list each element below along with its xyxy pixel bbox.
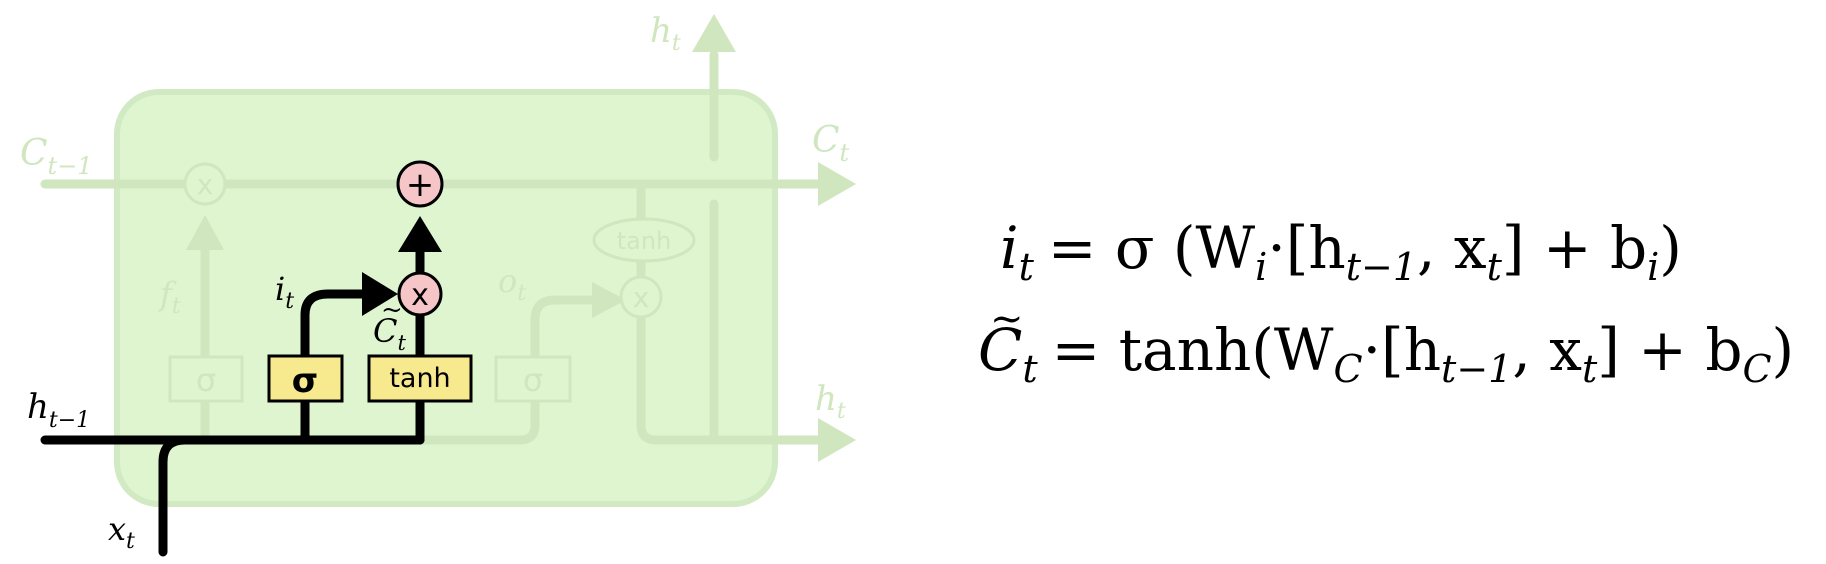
label-c-tilde: Ct ~ bbox=[373, 295, 406, 355]
input-mult-text: x bbox=[411, 278, 429, 313]
active-paths bbox=[40, 240, 425, 557]
input-sigma-box bbox=[267, 354, 344, 403]
tanh-layer-box bbox=[367, 354, 473, 403]
output-sigma-box bbox=[494, 355, 572, 403]
faded-paths bbox=[40, 50, 825, 445]
forget-sigma-box bbox=[168, 355, 244, 403]
active-arrowheads bbox=[362, 216, 442, 316]
label-h-top: ht bbox=[650, 11, 681, 56]
label-o-t: ot bbox=[498, 262, 526, 306]
forget-mult-text: x bbox=[197, 168, 214, 201]
label-c-prev: Ct−1 bbox=[20, 133, 93, 180]
svg-text:Ct: Ct bbox=[373, 312, 406, 355]
active-ops: + x bbox=[396, 160, 444, 317]
label-h-prev: ht−1 bbox=[27, 387, 90, 433]
equation-candidate-accent: ~ bbox=[990, 296, 1024, 342]
active-labels: ht−1 xt it Ct ~ bbox=[27, 270, 406, 554]
add-op-text: + bbox=[406, 165, 435, 205]
active-gates: σ tanh bbox=[267, 354, 473, 403]
label-x-t: xt bbox=[108, 510, 135, 554]
label-h-right: ht bbox=[815, 379, 846, 424]
faded-arrowheads bbox=[186, 14, 856, 462]
output-mult-op bbox=[619, 275, 663, 319]
faded-ops: x x bbox=[183, 162, 663, 319]
forget-mult-op bbox=[183, 162, 227, 206]
equations: it = σ (Wi·[ht−1, xt] + bi) Ct = tanh(WC·[… bbox=[978, 214, 1794, 391]
tanh-oval-text: tanh bbox=[617, 227, 672, 255]
equation-input-gate: it = σ (Wi·[ht−1, xt] + bi) bbox=[1000, 214, 1682, 289]
label-c-t: Ct bbox=[812, 120, 850, 167]
output-mult-text: x bbox=[633, 281, 650, 314]
input-sigma-text: σ bbox=[292, 361, 318, 401]
label-i-t: it bbox=[275, 270, 294, 314]
equation-candidate: Ct = tanh(WC·[ht−1, xt] + bC) bbox=[978, 316, 1794, 391]
input-mult-op bbox=[397, 271, 443, 317]
faded-gates: σ σ tanh bbox=[168, 217, 696, 403]
forget-sigma-text: σ bbox=[196, 361, 216, 399]
c-tilde-accent: ~ bbox=[381, 295, 403, 325]
tanh-oval bbox=[592, 217, 696, 263]
add-op bbox=[396, 160, 444, 208]
output-sigma-text: σ bbox=[523, 361, 543, 399]
faded-labels: ht Ct−1 Ct ht ft ot bbox=[20, 11, 850, 424]
tanh-layer-text: tanh bbox=[389, 363, 450, 394]
